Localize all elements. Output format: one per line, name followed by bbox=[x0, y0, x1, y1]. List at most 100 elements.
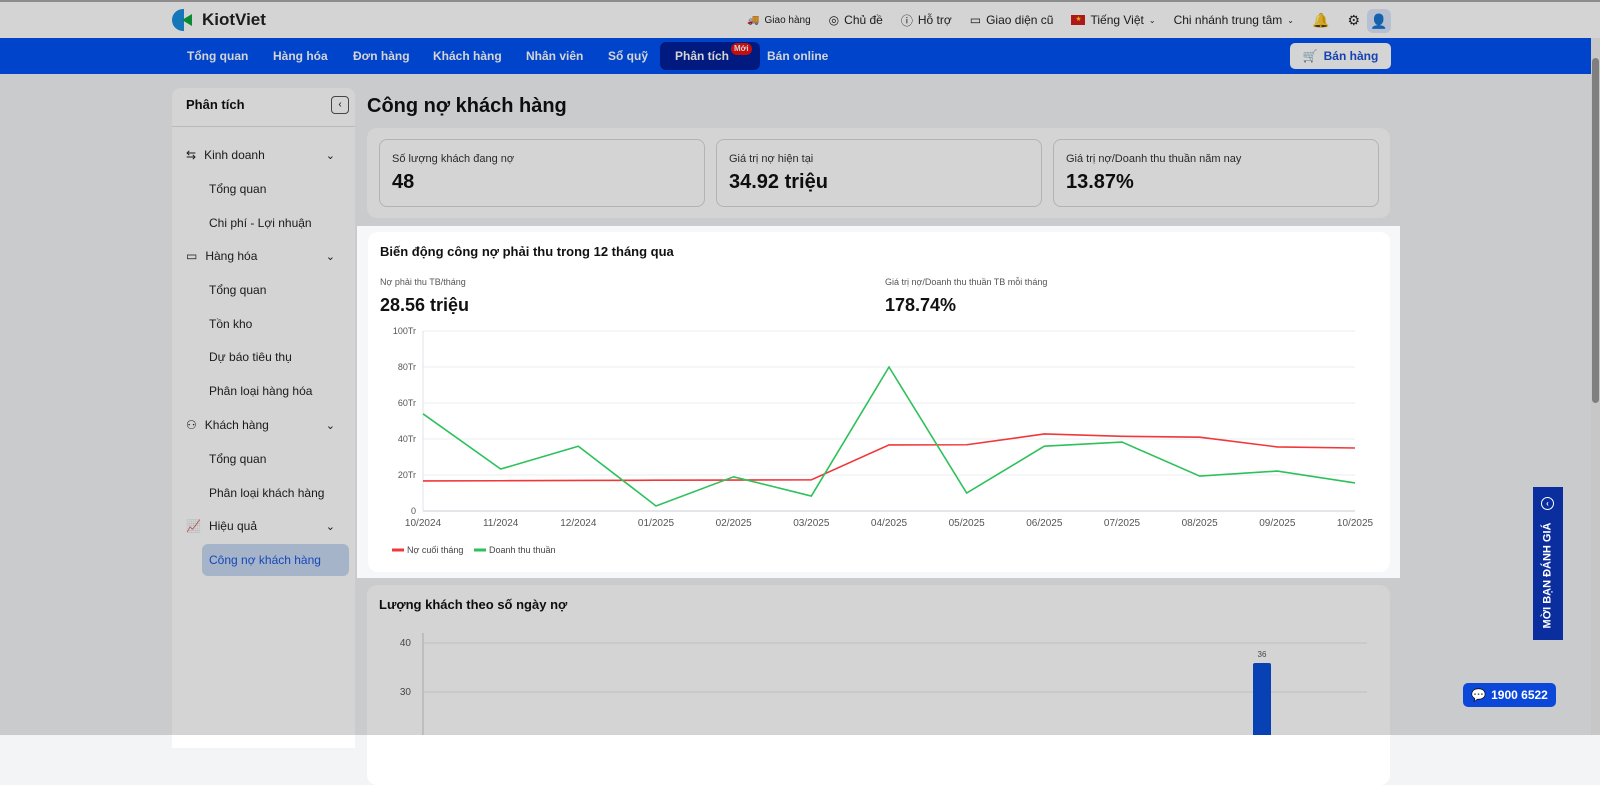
palette-icon: ◎ bbox=[828, 13, 840, 27]
support-link[interactable]: ⓘ Hỗ trợ bbox=[901, 12, 952, 29]
nav-tab-overview[interactable]: Tổng quan bbox=[187, 49, 249, 63]
x-tick-label: 12/2024 bbox=[560, 518, 597, 529]
language-select[interactable]: ★ Tiếng Việt ⌄ bbox=[1071, 13, 1156, 27]
delivery-label: Giao hàng bbox=[764, 14, 811, 26]
avg-debt-label: Nợ phải thu TB/tháng bbox=[380, 277, 466, 287]
kpi-value: 48 bbox=[392, 171, 415, 193]
x-tick-label: 02/2025 bbox=[716, 518, 753, 529]
nav-tab-orders[interactable]: Đơn hàng bbox=[353, 49, 410, 63]
bar[interactable] bbox=[1253, 663, 1271, 735]
nav-tab-cashbook[interactable]: Sổ quỹ bbox=[608, 49, 649, 63]
chevron-down-icon: ⌄ bbox=[325, 250, 335, 263]
x-tick-label: 10/2025 bbox=[1337, 518, 1374, 529]
sidebar-item-cost-profit[interactable]: Chi phí - Lợi nhuận bbox=[209, 216, 312, 230]
scrollbar-thumb[interactable] bbox=[1592, 58, 1599, 403]
kpi-panel: Số lượng khách đang nợ 48 Giá trị nợ hiện… bbox=[367, 128, 1390, 218]
x-tick-label: 07/2025 bbox=[1104, 518, 1141, 529]
page-scrollbar[interactable] bbox=[1591, 38, 1600, 735]
avg-debt-value: 28.56 triệu bbox=[380, 295, 470, 315]
card-title: Biến động công nợ phải thu trong 12 thán… bbox=[380, 244, 674, 259]
handshake-icon: ⇆ bbox=[186, 148, 197, 162]
group-label: Hiệu quả bbox=[208, 519, 257, 533]
nav-tab-customers[interactable]: Khách hàng bbox=[433, 49, 502, 63]
y-tick-label: 40 bbox=[400, 638, 412, 649]
bar-data-label: 36 bbox=[1258, 650, 1267, 659]
feedback-label: MỜI BẠN ĐÁNH GIÁ bbox=[1541, 522, 1554, 629]
sidebar-group-customers[interactable]: ⚇ Khách hàng ⌄ bbox=[172, 409, 355, 441]
chat-icon: ⓘ bbox=[900, 13, 913, 28]
group-label: Kinh doanh bbox=[204, 148, 265, 162]
kiotviet-logo[interactable]: KiotViet bbox=[172, 9, 266, 31]
x-tick-label: 06/2025 bbox=[1026, 518, 1063, 529]
branch-select[interactable]: Chi nhánh trung tâm ⌄ bbox=[1174, 13, 1294, 27]
sell-label: Bán hàng bbox=[1323, 49, 1379, 63]
theme-label: Chủ đề bbox=[844, 13, 883, 27]
group-label: Hàng hóa bbox=[205, 249, 258, 263]
bell-icon[interactable]: 🔔 bbox=[1312, 11, 1330, 28]
sidebar-item-forecast[interactable]: Dự báo tiêu thụ bbox=[209, 350, 292, 364]
legend-label: Doanh thu thuần bbox=[489, 545, 556, 555]
chevron-down-icon: ⌄ bbox=[325, 419, 335, 432]
group-label: Khách hàng bbox=[204, 418, 269, 432]
kpi-current-debt: Giá trị nợ hiện tại 34.92 triệu bbox=[716, 139, 1042, 207]
sidebar-item-product-classification[interactable]: Phân loại hàng hóa bbox=[209, 384, 313, 398]
box-icon: ▭ bbox=[186, 249, 198, 263]
brand-name: KiotViet bbox=[202, 10, 266, 29]
series-line-revenue bbox=[422, 365, 1356, 507]
series-line-debt bbox=[422, 433, 1356, 482]
delivery-link[interactable]: 🚚 Giao hàng bbox=[747, 15, 811, 26]
x-tick-label: 11/2024 bbox=[483, 518, 519, 529]
feedback-tab[interactable]: ‹ MỜI BẠN ĐÁNH GIÁ bbox=[1533, 487, 1563, 640]
nav-tab-staff[interactable]: Nhân viên bbox=[526, 49, 584, 63]
monitor-icon: ▭ bbox=[969, 13, 982, 27]
debt-days-card: Lượng khách theo số ngày nợ 40 30 36 bbox=[367, 585, 1390, 785]
old-ui-label: Giao diện cũ bbox=[986, 13, 1054, 27]
logo-icon bbox=[172, 9, 194, 31]
sidebar-group-efficiency[interactable]: 📈 Hiệu quả ⌄ bbox=[172, 510, 355, 542]
kpi-label: Số lượng khách đang nợ bbox=[392, 153, 515, 165]
truck-icon: 🚚 bbox=[747, 14, 760, 26]
x-tick-label: 01/2025 bbox=[638, 518, 675, 529]
y-tick-label: 0 bbox=[411, 506, 416, 516]
y-tick-label: 100Tr bbox=[393, 326, 416, 336]
y-tick-label: 40Tr bbox=[398, 434, 416, 444]
sidebar-item-products-overview[interactable]: Tổng quan bbox=[209, 283, 267, 297]
collapse-sidebar-button[interactable]: ‹ bbox=[331, 96, 349, 114]
chevron-down-icon: ⌄ bbox=[325, 520, 335, 533]
sidebar-item-customer-debt[interactable]: Công nợ khách hàng bbox=[202, 544, 349, 576]
nav-tab-online[interactable]: Bán online bbox=[767, 49, 829, 63]
sidebar-item-stock[interactable]: Tồn kho bbox=[209, 317, 253, 331]
sell-button[interactable]: 🛒 Bán hàng bbox=[1290, 43, 1391, 69]
gear-icon[interactable]: ⚙ bbox=[1347, 11, 1360, 28]
legend-label: Nợ cuối tháng bbox=[407, 545, 463, 555]
customers-icon: ⚇ bbox=[186, 418, 197, 432]
y-tick-label: 60Tr bbox=[398, 398, 416, 408]
chevron-down-icon: ⌄ bbox=[1287, 15, 1294, 25]
debt-trend-chart: 0 20Tr 40Tr 60Tr 80Tr 100Tr 10/2024 11/2024 12/2… bbox=[392, 326, 1374, 555]
sidebar-item-business-overview[interactable]: Tổng quan bbox=[209, 182, 267, 196]
language-label: Tiếng Việt bbox=[1090, 13, 1144, 27]
kpi-value: 13.87% bbox=[1066, 171, 1134, 193]
analytics-label: Phân tích bbox=[675, 49, 730, 63]
y-tick-label: 20Tr bbox=[398, 470, 416, 480]
sidebar-group-products[interactable]: ▭ Hàng hóa ⌄ bbox=[172, 240, 355, 272]
kpi-debt-revenue-ratio: Giá trị nợ/Doanh thu thuần năm nay 13.87% bbox=[1053, 139, 1379, 207]
hotline-number: 1900 6522 bbox=[1491, 688, 1548, 702]
x-tick-label: 04/2025 bbox=[871, 518, 908, 529]
user-avatar[interactable]: 👤 bbox=[1367, 9, 1391, 33]
card-title: Lượng khách theo số ngày nợ bbox=[379, 597, 568, 612]
old-ui-link[interactable]: ▭ Giao diện cũ bbox=[970, 13, 1054, 27]
nav-tab-analytics[interactable]: Phân tíchMới bbox=[660, 42, 760, 70]
theme-link[interactable]: ◎ Chủ đề bbox=[829, 13, 883, 27]
sidebar-item-customer-classification[interactable]: Phân loại khách hàng bbox=[209, 486, 325, 500]
debt-ratio-label: Giá trị nợ/Doanh thu thuần TB mỗi tháng bbox=[885, 277, 1048, 287]
debt-ratio-value: 178.74% bbox=[885, 295, 957, 315]
sidebar-item-customers-overview[interactable]: Tổng quan bbox=[209, 452, 267, 466]
nav-tab-products[interactable]: Hàng hóa bbox=[273, 49, 328, 63]
hotline-button[interactable]: 💬 1900 6522 bbox=[1463, 683, 1556, 707]
chevron-left-circle-icon: ‹ bbox=[1541, 497, 1554, 510]
kpi-label: Giá trị nợ/Doanh thu thuần năm nay bbox=[1066, 153, 1242, 165]
debt-trend-highlight: Biến động công nợ phải thu trong 12 thán… bbox=[357, 226, 1400, 578]
kpi-label: Giá trị nợ hiện tại bbox=[729, 153, 814, 165]
sidebar-group-business[interactable]: ⇆ Kinh doanh ⌄ bbox=[172, 139, 355, 171]
